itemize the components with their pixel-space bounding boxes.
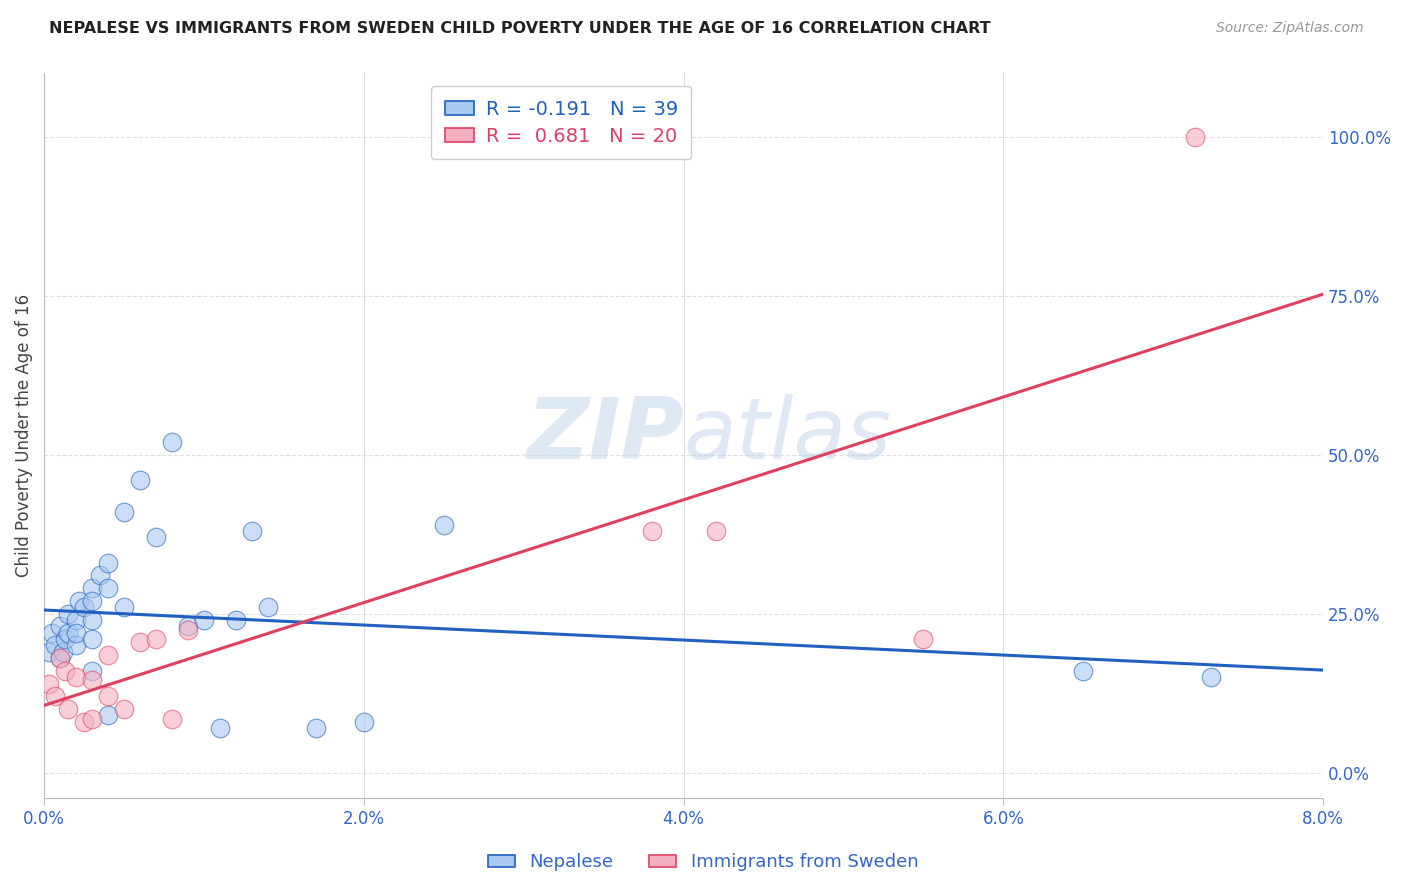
Point [44,690,66,704]
Point [145,530,167,544]
Point [225,613,247,627]
Legend: Nepalese, Immigrants from Sweden: Nepalese, Immigrants from Sweden [481,847,925,879]
Text: NEPALESE VS IMMIGRANTS FROM SWEDEN CHILD POVERTY UNDER THE AGE OF 16 CORRELATION: NEPALESE VS IMMIGRANTS FROM SWEDEN CHILD… [49,21,991,36]
Text: ZIP: ZIP [526,394,683,477]
Point [112,505,135,519]
Point [67,594,90,608]
Point [112,600,135,615]
Point [80,594,103,608]
Point [80,632,103,646]
Point [97,690,120,704]
Point [80,581,103,595]
Point [38,676,60,690]
Point [160,712,183,726]
Point [129,635,152,649]
Point [640,524,662,538]
Y-axis label: Child Poverty Under the Age of 16: Child Poverty Under the Age of 16 [15,294,32,577]
Point [65,670,87,684]
Point [65,639,87,653]
Point [80,613,103,627]
Point [65,613,87,627]
Point [56,702,79,716]
Point [305,721,328,735]
Point [73,714,96,729]
Legend: R = -0.191   N = 39, R =  0.681   N = 20: R = -0.191 N = 39, R = 0.681 N = 20 [432,87,692,160]
Point [53,664,76,678]
Point [912,632,935,646]
Point [80,664,103,678]
Point [97,708,120,723]
Point [1071,664,1094,678]
Point [65,625,87,640]
Point [49,651,72,665]
Point [41,625,63,640]
Point [52,645,75,659]
Point [38,645,60,659]
Point [56,625,79,640]
Point [56,607,79,621]
Point [160,434,183,449]
Point [112,702,135,716]
Point [433,517,456,532]
Point [193,613,215,627]
Point [97,556,120,570]
Point [1184,129,1206,144]
Point [1199,670,1222,684]
Point [80,712,103,726]
Point [704,524,727,538]
Text: atlas: atlas [683,394,891,477]
Point [44,639,66,653]
Point [208,721,231,735]
Point [49,619,72,633]
Point [80,673,103,688]
Point [97,648,120,662]
Point [257,600,280,615]
Point [145,632,167,646]
Point [177,619,200,633]
Point [89,568,111,582]
Point [53,632,76,646]
Text: Source: ZipAtlas.com: Source: ZipAtlas.com [1216,21,1364,35]
Point [240,524,263,538]
Point [129,473,152,487]
Point [177,623,200,637]
Point [97,581,120,595]
Point [49,651,72,665]
Point [73,600,96,615]
Point [353,714,375,729]
